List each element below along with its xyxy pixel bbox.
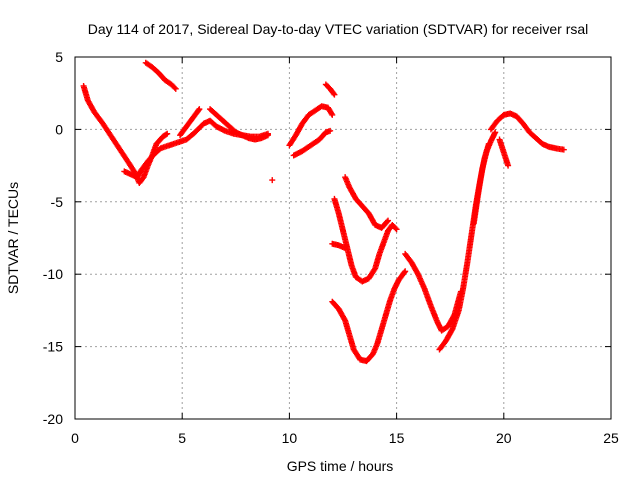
data-point xyxy=(392,225,399,232)
data-series xyxy=(322,81,338,98)
data-series xyxy=(286,103,336,149)
data-point xyxy=(341,316,348,323)
data-point xyxy=(331,91,338,98)
chart-title: Day 114 of 2017, Sidereal Day-to-day VTE… xyxy=(88,21,589,37)
data-series xyxy=(329,268,409,365)
data-series xyxy=(329,240,349,252)
data-point xyxy=(401,269,408,276)
y-tick-label: 0 xyxy=(55,121,63,137)
data-point xyxy=(172,85,179,92)
data-series xyxy=(342,174,392,231)
x-tick-label: 5 xyxy=(178,430,186,446)
data-point xyxy=(164,130,171,137)
data-series xyxy=(470,129,499,227)
y-tick-label: -5 xyxy=(51,194,64,210)
data-series xyxy=(290,127,334,159)
data-point xyxy=(269,177,276,184)
data-point xyxy=(402,268,409,275)
data-series xyxy=(207,106,271,143)
data-point xyxy=(384,218,391,225)
data-point xyxy=(196,106,203,113)
x-tick-label: 15 xyxy=(389,430,405,446)
data-point xyxy=(171,84,178,91)
y-tick-label: -15 xyxy=(43,339,63,355)
y-tick-label: -20 xyxy=(43,411,63,427)
data-point xyxy=(385,217,392,224)
data-point xyxy=(371,266,378,273)
data-point xyxy=(264,132,271,139)
data-point xyxy=(448,327,455,334)
axis-ticks: 0 5 10 15 20 25 -20 -15 -10 -5 0 5 xyxy=(43,49,619,446)
x-tick-label: 10 xyxy=(282,430,298,446)
data-series xyxy=(487,110,567,153)
data-series xyxy=(142,59,179,92)
y-tick-label: -10 xyxy=(43,266,63,282)
data-point xyxy=(393,226,400,233)
plot-frame xyxy=(74,56,612,420)
data-point xyxy=(342,245,349,252)
y-tick-label: 5 xyxy=(55,49,63,65)
data-point xyxy=(329,111,336,118)
data-point xyxy=(163,131,170,138)
data-point xyxy=(327,127,334,134)
x-tick-label: 0 xyxy=(71,430,79,446)
data-marks xyxy=(80,59,567,365)
data-point xyxy=(330,90,337,97)
y-axis-label: SDTVAR / TECUs xyxy=(5,182,21,294)
data-point xyxy=(492,129,499,136)
x-tick-label: 20 xyxy=(496,430,512,446)
data-series xyxy=(331,195,400,285)
x-axis-label: GPS time / hours xyxy=(287,458,394,474)
data-point xyxy=(505,162,512,169)
data-series xyxy=(496,136,512,169)
data-point xyxy=(195,107,202,114)
x-tick-label: 25 xyxy=(603,430,619,446)
data-point xyxy=(560,146,567,153)
data-series xyxy=(177,106,203,139)
data-series xyxy=(269,177,276,184)
data-point xyxy=(328,110,335,117)
